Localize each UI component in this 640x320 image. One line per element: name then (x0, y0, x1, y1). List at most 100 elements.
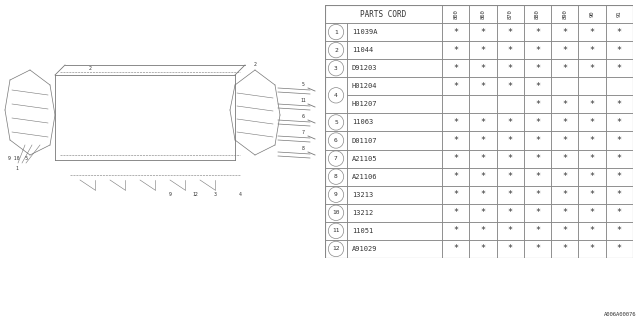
Bar (325, 149, 347, 168)
Bar (497, 5, 524, 23)
Bar (347, 168, 442, 186)
Bar (325, 41, 347, 59)
Text: *: * (481, 154, 485, 163)
Text: *: * (535, 190, 540, 199)
Bar (551, 41, 579, 59)
Bar (524, 240, 551, 258)
Text: *: * (589, 118, 595, 127)
Text: *: * (589, 46, 595, 55)
Bar (605, 5, 633, 23)
Bar (497, 240, 524, 258)
Bar (347, 23, 442, 41)
Text: *: * (481, 226, 485, 236)
Text: *: * (617, 244, 622, 253)
Text: 11051: 11051 (352, 228, 373, 234)
Bar (469, 168, 497, 186)
Bar (605, 204, 633, 222)
Text: 870: 870 (508, 9, 513, 19)
Text: *: * (453, 208, 458, 217)
Text: 11044: 11044 (352, 47, 373, 53)
Text: A21105: A21105 (352, 156, 378, 162)
Bar (469, 240, 497, 258)
Bar (347, 41, 442, 59)
Text: *: * (589, 28, 595, 36)
Bar (605, 240, 633, 258)
Text: *: * (563, 208, 567, 217)
Bar (524, 77, 551, 95)
Text: *: * (589, 244, 595, 253)
Text: 13212: 13212 (352, 210, 373, 216)
Bar (325, 113, 347, 132)
Text: *: * (617, 28, 622, 36)
Bar (442, 23, 469, 41)
Bar (497, 149, 524, 168)
Text: *: * (617, 208, 622, 217)
Text: 3: 3 (334, 66, 338, 71)
Text: *: * (617, 172, 622, 181)
Bar (579, 41, 605, 59)
Text: *: * (617, 136, 622, 145)
Bar (551, 149, 579, 168)
Bar (605, 41, 633, 59)
Bar (551, 59, 579, 77)
Text: *: * (453, 172, 458, 181)
Text: 11: 11 (332, 228, 340, 233)
Bar (579, 95, 605, 113)
Bar (551, 77, 579, 95)
Text: A21106: A21106 (352, 174, 378, 180)
Bar (524, 95, 551, 113)
Bar (551, 240, 579, 258)
Text: *: * (453, 226, 458, 236)
Bar (347, 113, 442, 132)
Bar (325, 59, 347, 77)
Bar (442, 149, 469, 168)
Bar (497, 77, 524, 95)
Bar (347, 59, 442, 77)
Bar (524, 132, 551, 149)
Bar (579, 77, 605, 95)
Bar (524, 5, 551, 23)
Text: *: * (563, 190, 567, 199)
Text: *: * (508, 28, 513, 36)
Bar (469, 95, 497, 113)
Bar (524, 149, 551, 168)
Bar (442, 77, 469, 95)
Text: *: * (481, 28, 485, 36)
Bar (497, 186, 524, 204)
Bar (497, 204, 524, 222)
Bar (347, 186, 442, 204)
Text: *: * (563, 28, 567, 36)
Bar (524, 168, 551, 186)
Text: *: * (508, 46, 513, 55)
Text: *: * (508, 82, 513, 91)
Bar (524, 59, 551, 77)
Text: 91: 91 (617, 11, 622, 17)
Bar (579, 186, 605, 204)
Text: 5: 5 (334, 120, 338, 125)
Text: 860: 860 (481, 9, 485, 19)
Text: *: * (453, 190, 458, 199)
Bar (579, 149, 605, 168)
Text: *: * (535, 136, 540, 145)
Bar (497, 113, 524, 132)
Text: *: * (453, 64, 458, 73)
Bar (605, 149, 633, 168)
Bar (579, 113, 605, 132)
Bar (497, 168, 524, 186)
Bar (325, 186, 347, 204)
Text: *: * (563, 118, 567, 127)
Text: *: * (589, 154, 595, 163)
Bar (325, 23, 347, 41)
Bar (579, 23, 605, 41)
Text: *: * (481, 46, 485, 55)
Bar (347, 95, 442, 113)
Bar (325, 204, 347, 222)
Text: *: * (481, 244, 485, 253)
Text: *: * (535, 208, 540, 217)
Text: 8: 8 (301, 146, 305, 150)
Bar (469, 59, 497, 77)
Text: *: * (617, 190, 622, 199)
Text: 7: 7 (334, 156, 338, 161)
Text: 2: 2 (334, 48, 338, 52)
Bar (325, 222, 347, 240)
